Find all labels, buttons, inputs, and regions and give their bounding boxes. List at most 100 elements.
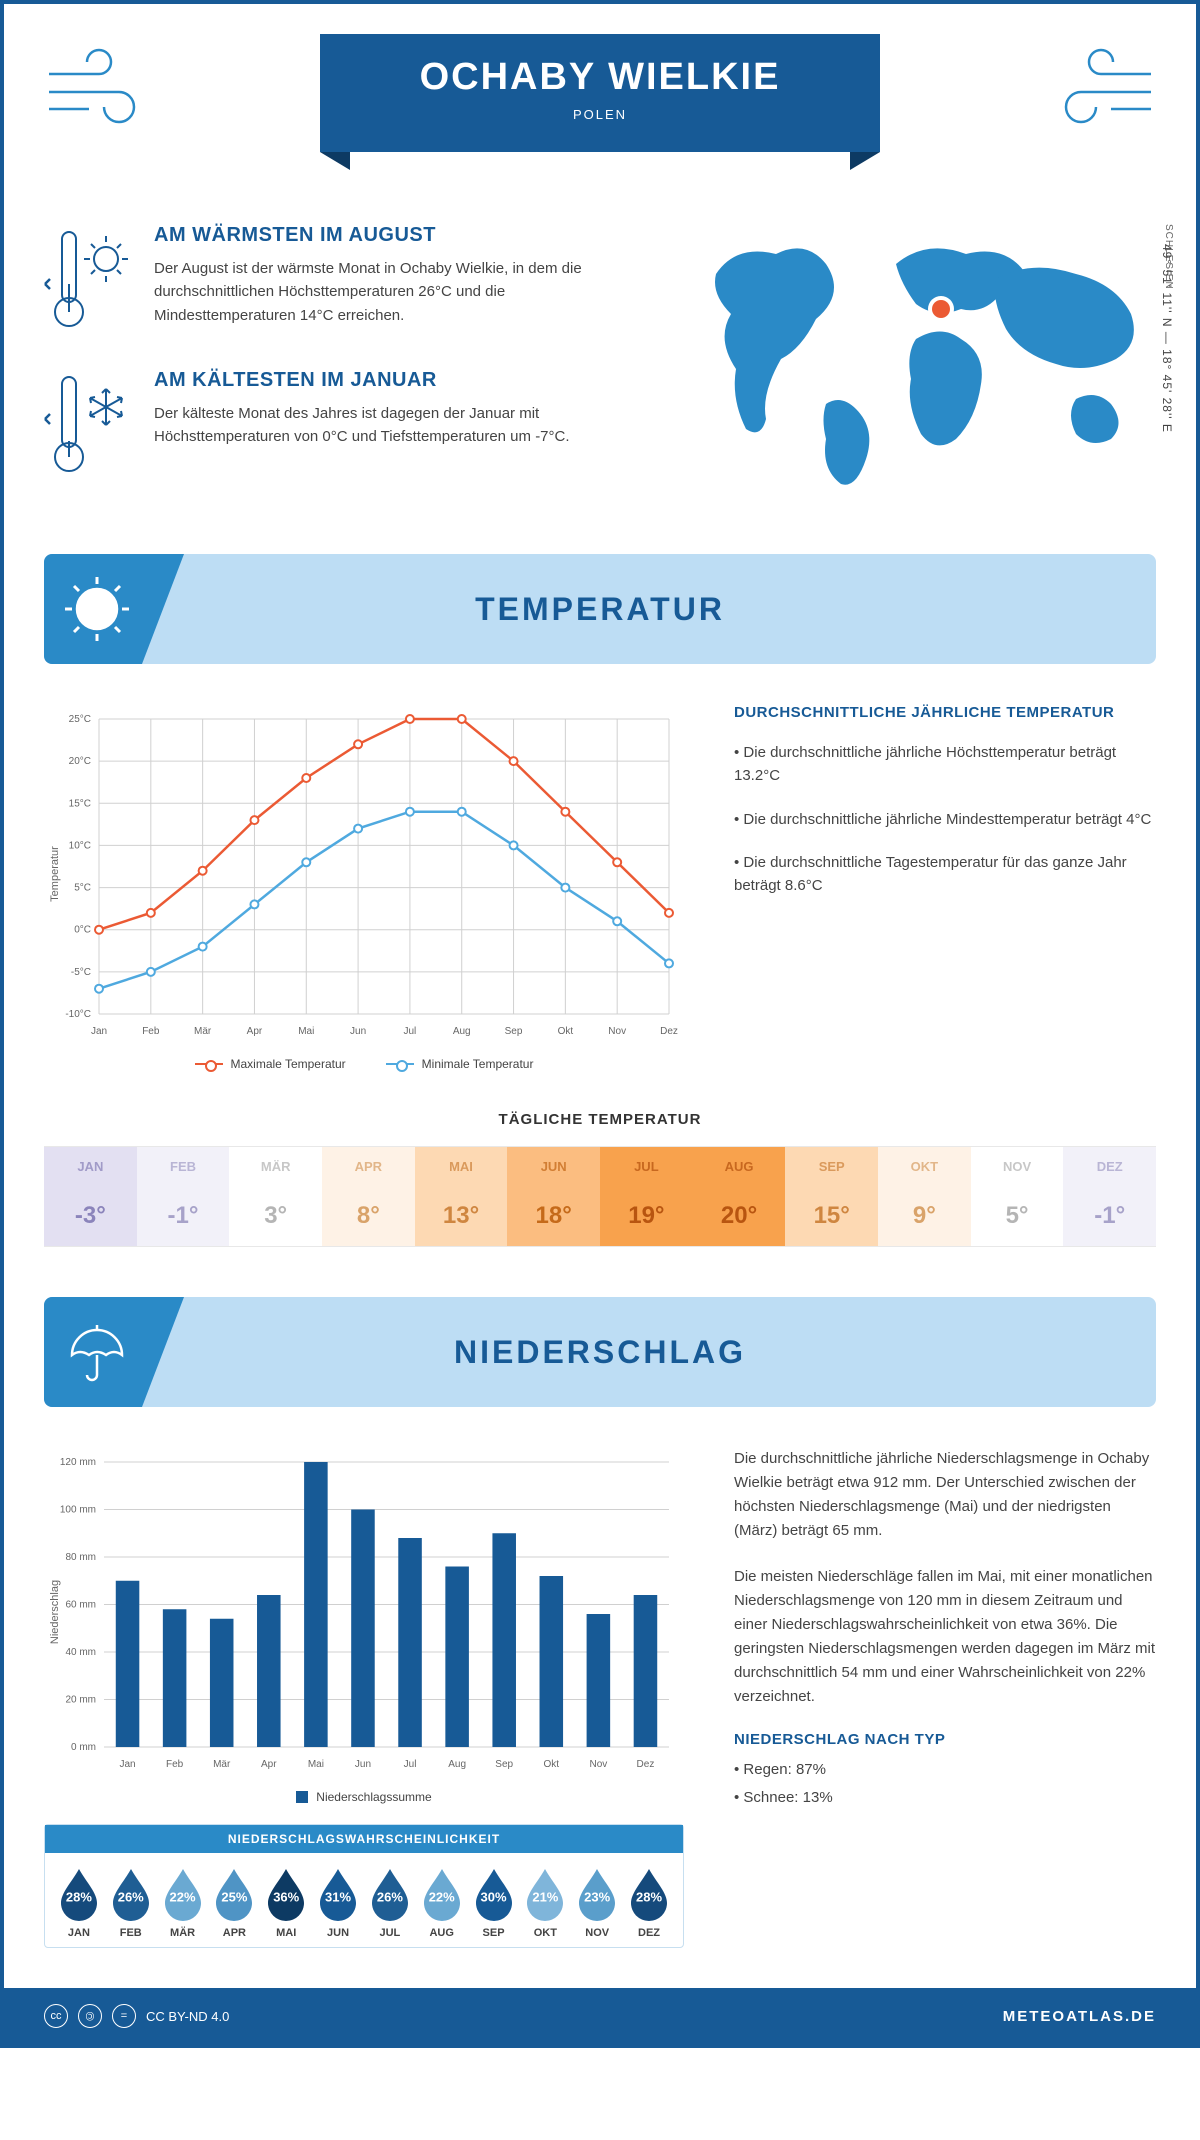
prob-cell: 28%DEZ (623, 1867, 675, 1939)
svg-text:80 mm: 80 mm (65, 1552, 96, 1563)
site-name: METEOATLAS.DE (1003, 2008, 1156, 2025)
coldest-title: AM KÄLTESTEN IM JANUAR (154, 369, 646, 392)
prob-cell: 25%APR (208, 1867, 260, 1939)
svg-text:Jan: Jan (91, 1026, 107, 1037)
intro-row: AM WÄRMSTEN IM AUGUST Der August ist der… (44, 224, 1156, 514)
svg-text:Aug: Aug (448, 1759, 466, 1770)
license-text: CC BY-ND 4.0 (146, 2009, 229, 2024)
svg-text:5°C: 5°C (74, 883, 91, 894)
country-subtitle: POLEN (360, 107, 840, 122)
warmest-title: AM WÄRMSTEN IM AUGUST (154, 224, 646, 247)
license-badges: cc 🄯 = CC BY-ND 4.0 (44, 2004, 229, 2028)
svg-text:100 mm: 100 mm (60, 1505, 96, 1516)
warmest-fact: AM WÄRMSTEN IM AUGUST Der August ist der… (44, 224, 646, 339)
svg-text:-5°C: -5°C (71, 967, 91, 978)
temp-desc-item: • Die durchschnittliche jährliche Mindes… (734, 808, 1156, 831)
svg-text:Mär: Mär (194, 1026, 212, 1037)
thermometer-sun-icon (44, 224, 134, 339)
svg-text:Okt: Okt (558, 1026, 574, 1037)
svg-text:Jul: Jul (404, 1759, 417, 1770)
svg-text:Jun: Jun (350, 1026, 366, 1037)
prob-cell: 36%MAI (260, 1867, 312, 1939)
temperature-section-title: TEMPERATUR (475, 591, 725, 628)
precipitation-description: Die durchschnittliche jährliche Niedersc… (734, 1447, 1156, 1948)
precipitation-bar-chart: 0 mm20 mm40 mm60 mm80 mm100 mm120 mmNied… (44, 1447, 684, 1948)
umbrella-icon (44, 1297, 184, 1407)
prob-title: NIEDERSCHLAGSWAHRSCHEINLICHKEIT (45, 1825, 683, 1853)
thermometer-snow-icon (44, 369, 134, 484)
precip-type-item: • Schnee: 13% (734, 1786, 1156, 1810)
svg-text:120 mm: 120 mm (60, 1457, 96, 1468)
daily-temp-title: TÄGLICHE TEMPERATUR (44, 1111, 1156, 1128)
temperature-description: DURCHSCHNITTLICHE JÄHRLICHE TEMPERATUR •… (734, 704, 1156, 1071)
svg-text:Dez: Dez (637, 1759, 655, 1770)
svg-text:-10°C: -10°C (65, 1009, 91, 1020)
svg-text:15°C: 15°C (69, 798, 91, 809)
title-banner: OCHABY WIELKIE POLEN (320, 34, 880, 152)
svg-text:Sep: Sep (495, 1759, 513, 1770)
prob-cell: 22%AUG (416, 1867, 468, 1939)
location-title: OCHABY WIELKIE (360, 56, 840, 99)
svg-text:Niederschlag: Niederschlag (49, 1580, 61, 1644)
temp-desc-title: DURCHSCHNITTLICHE JÄHRLICHE TEMPERATUR (734, 704, 1156, 721)
warmest-text: Der August ist der wärmste Monat in Ocha… (154, 257, 646, 327)
precipitation-section-title: NIEDERSCHLAG (454, 1334, 746, 1371)
svg-text:20 mm: 20 mm (65, 1695, 96, 1706)
svg-text:Feb: Feb (142, 1026, 160, 1037)
svg-text:Mai: Mai (308, 1759, 324, 1770)
world-map-panel: SCHLESIEN 49° 51' 11'' N — 18° 45' 28'' … (686, 224, 1156, 514)
by-icon: 🄯 (78, 2004, 102, 2028)
prob-cell: 26%FEB (105, 1867, 157, 1939)
svg-text:Sep: Sep (505, 1026, 523, 1037)
svg-text:25°C: 25°C (69, 714, 91, 725)
svg-text:0 mm: 0 mm (71, 1742, 96, 1753)
world-map-icon (686, 224, 1156, 504)
header: OCHABY WIELKIE POLEN (44, 34, 1156, 184)
daily-temp-cell: SEP15° (785, 1147, 878, 1246)
precip-legend: Niederschlagssumme (44, 1790, 684, 1804)
svg-text:Aug: Aug (453, 1026, 471, 1037)
svg-text:20°C: 20°C (69, 756, 91, 767)
sun-icon (44, 554, 184, 664)
precip-legend-label: Niederschlagssumme (316, 1790, 431, 1804)
coldest-fact: AM KÄLTESTEN IM JANUAR Der kälteste Mona… (44, 369, 646, 484)
prob-cell: 26%JUL (364, 1867, 416, 1939)
svg-text:Dez: Dez (660, 1026, 678, 1037)
footer: cc 🄯 = CC BY-ND 4.0 METEOATLAS.DE (4, 1988, 1196, 2044)
svg-text:40 mm: 40 mm (65, 1647, 96, 1658)
wind-decoration-right (1036, 44, 1156, 134)
daily-temp-cell: MAI13° (415, 1147, 508, 1246)
legend-min-label: Minimale Temperatur (422, 1057, 534, 1071)
prob-cell: 23%NOV (571, 1867, 623, 1939)
svg-text:Jun: Jun (355, 1759, 371, 1770)
svg-text:Mai: Mai (298, 1026, 314, 1037)
wind-decoration-left (44, 44, 164, 134)
svg-text:Apr: Apr (261, 1759, 277, 1770)
daily-temp-cell: APR8° (322, 1147, 415, 1246)
daily-temp-cell: NOV5° (971, 1147, 1064, 1246)
svg-text:0°C: 0°C (74, 925, 91, 936)
svg-text:Okt: Okt (544, 1759, 560, 1770)
legend-max-label: Maximale Temperatur (231, 1057, 346, 1071)
svg-text:10°C: 10°C (69, 840, 91, 851)
prob-cell: 22%MÄR (157, 1867, 209, 1939)
svg-text:Jul: Jul (404, 1026, 417, 1037)
daily-temperature-strip: JAN-3°FEB-1°MÄR3°APR8°MAI13°JUN18°JUL19°… (44, 1146, 1156, 1247)
precipitation-content: 0 mm20 mm40 mm60 mm80 mm100 mm120 mmNied… (44, 1447, 1156, 1948)
precipitation-probability-panel: NIEDERSCHLAGSWAHRSCHEINLICHKEIT 28%JAN26… (44, 1824, 684, 1948)
daily-temp-cell: MÄR3° (229, 1147, 322, 1246)
precip-type-item: • Regen: 87% (734, 1758, 1156, 1782)
prob-cell: 21%OKT (519, 1867, 571, 1939)
coordinates-label: 49° 51' 11'' N — 18° 45' 28'' E (1160, 244, 1174, 433)
svg-text:Nov: Nov (608, 1026, 626, 1037)
precip-type-title: NIEDERSCHLAG NACH TYP (734, 1731, 1156, 1748)
precip-desc-1: Die durchschnittliche jährliche Niedersc… (734, 1447, 1156, 1543)
daily-temp-cell: FEB-1° (137, 1147, 230, 1246)
coldest-text: Der kälteste Monat des Jahres ist dagege… (154, 402, 646, 449)
svg-text:Temperatur: Temperatur (49, 846, 61, 902)
temp-desc-item: • Die durchschnittliche Tagestemperatur … (734, 851, 1156, 898)
nd-icon: = (112, 2004, 136, 2028)
svg-text:Mär: Mär (213, 1759, 231, 1770)
svg-text:Jan: Jan (119, 1759, 135, 1770)
prob-cell: 30%SEP (468, 1867, 520, 1939)
